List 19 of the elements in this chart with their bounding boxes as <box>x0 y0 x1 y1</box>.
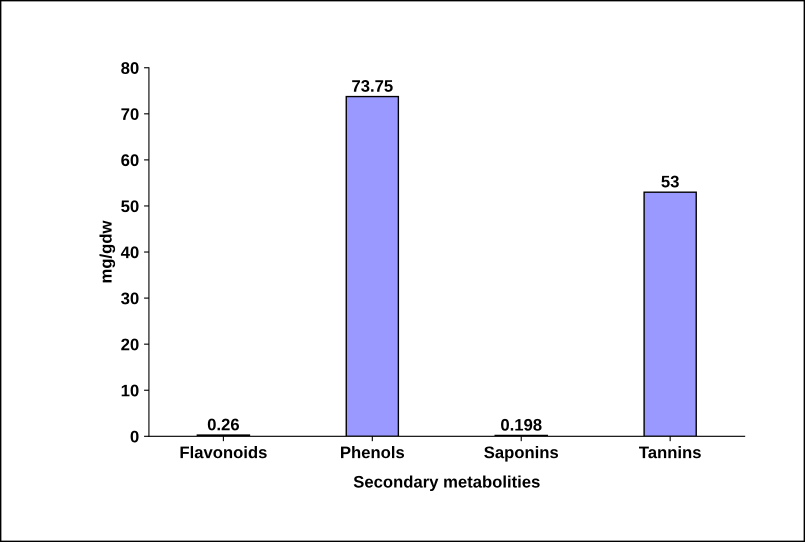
y-tick-label: 50 <box>121 200 139 212</box>
data-label: 0.26 <box>208 418 240 430</box>
y-tick-label: 60 <box>121 154 139 166</box>
x-tick-label: Tannins <box>639 446 701 458</box>
y-tick-label: 30 <box>121 292 139 304</box>
data-label: 53 <box>661 176 679 188</box>
x-tick-label: Saponins <box>484 446 558 462</box>
y-tick-label: 10 <box>122 384 139 396</box>
data-label: 0.198 <box>501 418 542 431</box>
y-tick-label: 70 <box>121 108 139 120</box>
data-label: 73.75 <box>352 80 393 92</box>
y-tick-label: 80 <box>121 62 139 74</box>
y-axis-title: mg/gdw <box>100 220 116 282</box>
x-tick-label: Flavonoids <box>180 446 267 458</box>
x-axis-title: Secondary metabolities <box>354 475 540 491</box>
y-tick-label: 20 <box>121 338 139 350</box>
y-tick-label: 40 <box>120 246 139 258</box>
x-tick-label: Phenols <box>341 446 404 458</box>
y-tick-label: 0 <box>130 430 139 443</box>
